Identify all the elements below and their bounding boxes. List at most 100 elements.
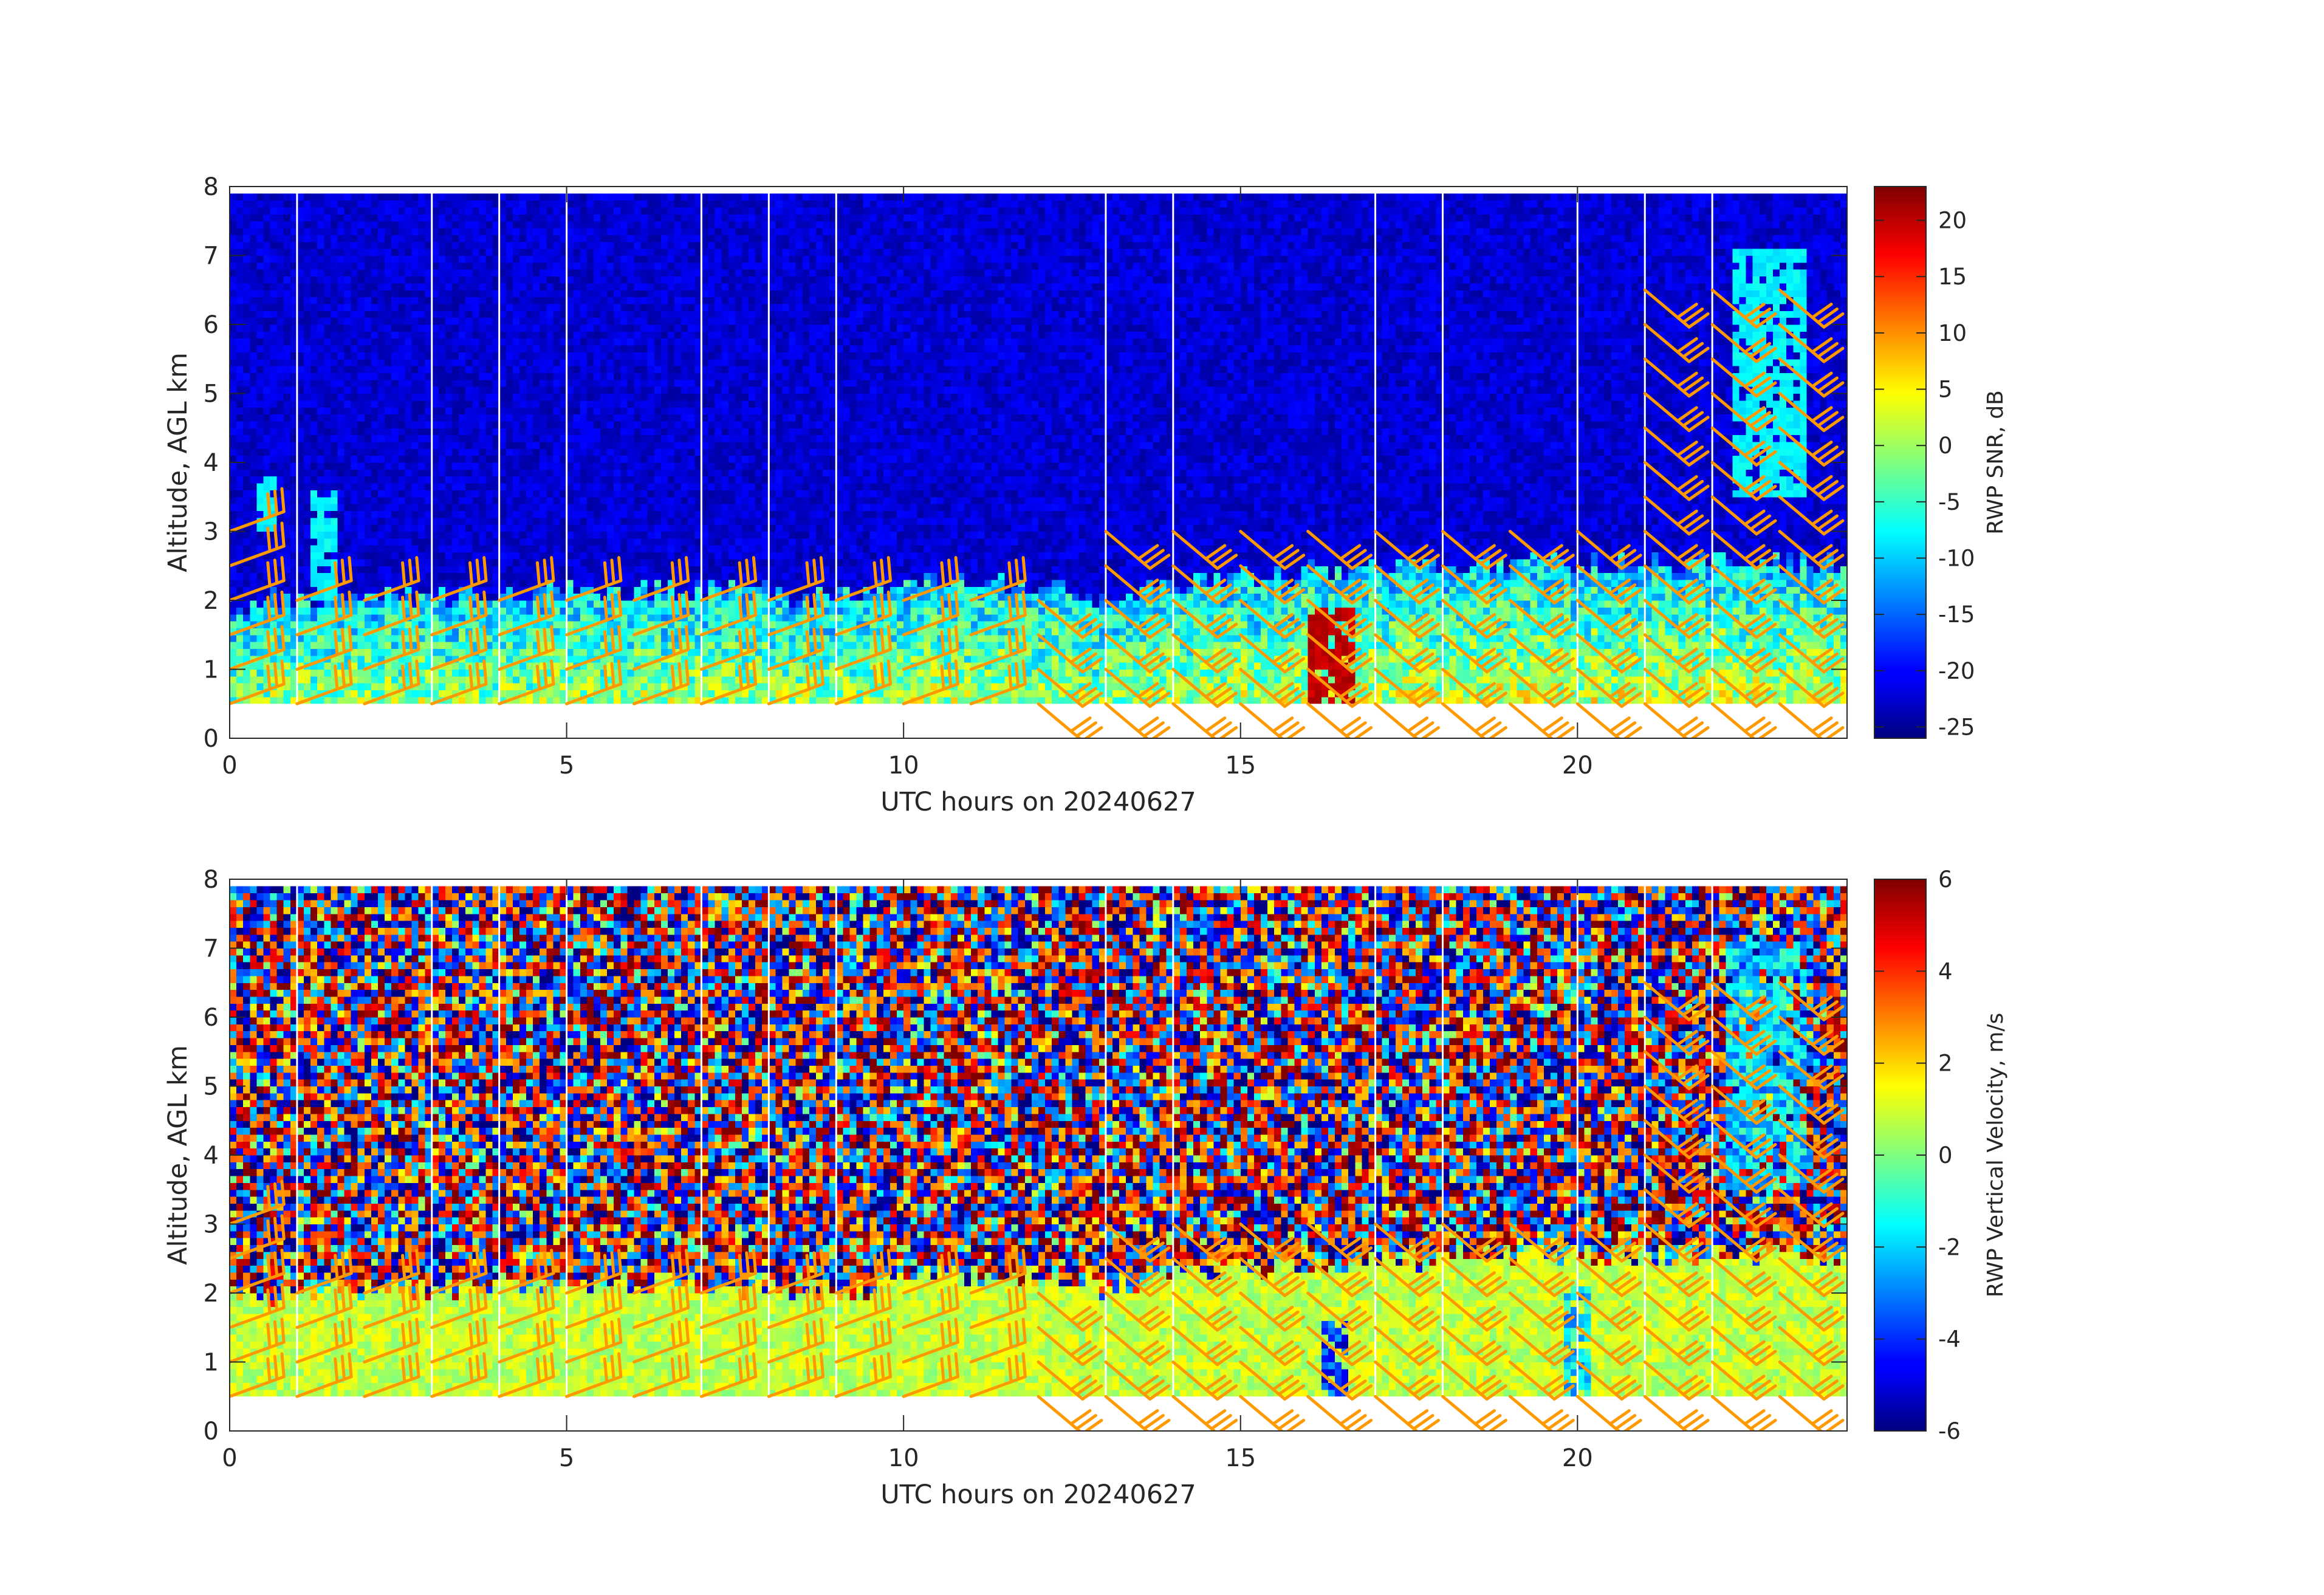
wind-barb — [834, 590, 893, 637]
wind-barb — [1643, 981, 1710, 1021]
wind-barb — [699, 1352, 758, 1398]
wind-barb — [1643, 1360, 1710, 1401]
velocity-y-axis: 0 1 2 3 4 5 6 7 8 — [204, 866, 1847, 1446]
wind-barb — [565, 659, 623, 705]
wind-barb — [834, 556, 893, 602]
wind-barb — [1778, 1085, 1845, 1125]
wind-barb — [834, 1249, 893, 1295]
colorbar-tick-label: 10 — [1938, 320, 1967, 346]
x-tick-label: 5 — [559, 752, 574, 780]
wind-barb — [295, 1283, 353, 1329]
wind-barb — [363, 556, 420, 602]
wind-barb — [1306, 1223, 1373, 1263]
wind-barb — [430, 659, 488, 705]
wind-barb — [1575, 1257, 1642, 1297]
wind-barb — [1710, 633, 1777, 674]
y-tick-label: 7 — [204, 242, 219, 270]
wind-barb — [1778, 1326, 1845, 1367]
y-tick-label: 1 — [204, 1349, 219, 1377]
snr-colorbar-label: RWP SNR, dB — [1983, 390, 2008, 535]
wind-barb — [1575, 1394, 1642, 1431]
wind-barb — [834, 1317, 893, 1363]
y-tick-label: 4 — [204, 1142, 219, 1170]
wind-barb — [632, 1317, 690, 1363]
wind-barb — [632, 1283, 690, 1329]
wind-barb — [565, 1249, 623, 1295]
wind-barb — [565, 556, 623, 602]
wind-barb — [1778, 288, 1845, 329]
wind-barb — [1037, 599, 1103, 639]
wind-barb — [902, 625, 959, 671]
wind-barb — [1710, 702, 1777, 738]
wind-barb — [1643, 1119, 1710, 1159]
wind-barb — [1710, 668, 1777, 708]
wind-barb — [498, 1283, 555, 1329]
wind-barb — [1171, 1257, 1238, 1297]
wind-barb — [1778, 1015, 1845, 1056]
colorbar-tick-label: -6 — [1938, 1418, 1961, 1444]
wind-barb — [1643, 599, 1710, 639]
wind-barb — [632, 659, 690, 705]
wind-barb — [699, 1283, 758, 1329]
wind-barb — [1575, 1360, 1642, 1401]
wind-barb — [1575, 599, 1642, 639]
colorbar-tick-label: 0 — [1938, 433, 1953, 459]
wind-barb — [1374, 599, 1440, 639]
wind-barb — [1171, 530, 1238, 571]
wind-barb — [1104, 633, 1171, 674]
colorbar-tick-label: -15 — [1938, 602, 1975, 628]
wind-barb — [1643, 1188, 1710, 1229]
wind-barb — [1710, 1326, 1777, 1367]
colorbar-tick-label: -25 — [1938, 714, 1975, 740]
wind-barb — [1306, 599, 1373, 639]
wind-barb — [1441, 1223, 1507, 1263]
wind-barb — [1643, 1326, 1710, 1367]
wind-barb — [1441, 1326, 1507, 1367]
wind-barb — [1239, 530, 1306, 571]
wind-barb — [295, 625, 353, 671]
wind-barb — [902, 590, 959, 637]
wind-barb — [1374, 1394, 1440, 1431]
wind-barb — [498, 1249, 555, 1295]
wind-barb — [1778, 1188, 1845, 1229]
wind-barb — [699, 590, 758, 637]
snr-y-axis: 0 1 2 3 4 5 6 7 8 — [204, 173, 1847, 753]
y-tick-label: 7 — [204, 935, 219, 963]
wind-barb — [969, 1249, 1027, 1295]
wind-barb — [1306, 1257, 1373, 1297]
wind-barb — [1710, 1153, 1777, 1194]
wind-barb — [1441, 564, 1507, 605]
velocity-x-axis-label: UTC hours on 20240627 — [880, 1480, 1196, 1510]
wind-barb — [498, 659, 555, 705]
wind-barb — [1575, 668, 1642, 708]
wind-barb — [1778, 668, 1845, 708]
wind-barb — [1778, 633, 1845, 674]
wind-barb — [699, 1317, 758, 1363]
wind-barb — [969, 1352, 1027, 1398]
wind-barb — [1643, 1291, 1710, 1332]
wind-barb — [1710, 564, 1777, 605]
wind-barb — [1710, 981, 1777, 1021]
wind-barb — [1374, 668, 1440, 708]
y-tick-label: 4 — [204, 449, 219, 477]
wind-barb — [632, 625, 690, 671]
wind-barb — [1441, 668, 1507, 708]
wind-barb — [295, 1352, 353, 1398]
colorbar-tick-label: -20 — [1938, 658, 1975, 684]
snr-y-axis-label: Altitude, AGL km — [163, 352, 193, 572]
wind-barb — [230, 625, 286, 671]
wind-barb — [1441, 599, 1507, 639]
wind-barb — [1306, 1360, 1373, 1401]
wind-barb — [1037, 1360, 1103, 1401]
wind-barb — [1575, 702, 1642, 738]
wind-barb — [1643, 1257, 1710, 1297]
wind-barb — [632, 590, 690, 637]
snr-colorbar — [1874, 186, 1927, 739]
wind-barb — [1575, 530, 1642, 571]
wind-barb — [1710, 288, 1777, 329]
snr-x-axis-label: UTC hours on 20240627 — [880, 787, 1196, 817]
wind-barb — [834, 1352, 893, 1398]
y-tick-label: 5 — [204, 1073, 219, 1101]
wind-barb — [230, 487, 286, 533]
wind-barb — [565, 590, 623, 637]
